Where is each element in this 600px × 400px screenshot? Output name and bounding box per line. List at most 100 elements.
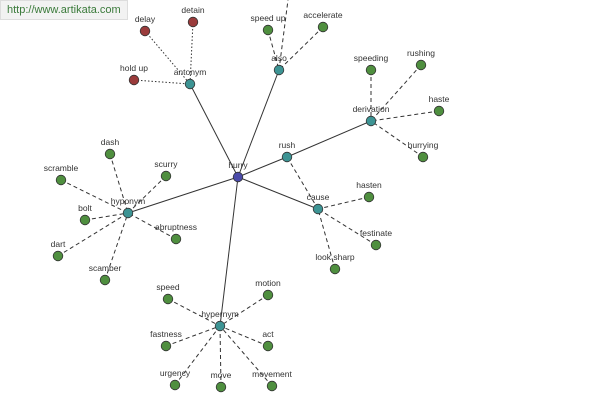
edge [286,120,372,158]
node [99,274,111,286]
edge [278,26,324,71]
node [214,320,226,332]
edge [133,79,191,85]
node [262,289,274,301]
node-label: hurrying [408,140,439,150]
edge [127,212,177,240]
edge [370,64,422,122]
edge [317,208,336,270]
edge [104,212,129,281]
node-label: hold up [120,63,148,73]
node [170,233,182,245]
node [266,380,278,392]
edge [189,83,239,178]
edge [219,325,269,347]
node [363,191,375,203]
node [139,25,151,37]
node-label: urgency [160,368,191,378]
node [262,340,274,352]
node [55,174,67,186]
edge [219,325,273,387]
edge [174,325,221,386]
node-label: festinate [360,228,392,238]
node-label: bolt [78,203,92,213]
node-label: motion [255,278,281,288]
watermark: http://www.artikata.com [0,0,128,20]
edge [237,176,319,210]
node-label: rush [279,140,296,150]
node [370,239,382,251]
node [169,379,181,391]
node-label: movement [252,369,292,379]
edge [317,196,370,210]
node [162,293,174,305]
node-label: hasten [356,180,382,190]
node-label: rushing [407,48,435,58]
edge [278,0,289,71]
node-label: accelerate [303,10,342,20]
node-label: hurry [228,160,248,170]
edge [57,212,129,257]
edges [57,21,440,388]
node [184,78,196,90]
node-label: hypernym [201,309,238,319]
edge [165,325,221,347]
node-label: speeding [354,53,389,63]
node-label: speed up [251,13,286,23]
node [417,151,429,163]
node-label: haste [429,94,450,104]
edge [237,69,280,178]
edge [370,110,440,122]
node-label: abruptness [155,222,197,232]
edge [144,30,191,85]
node-label: dash [101,137,120,147]
edge [127,176,239,214]
node [122,207,134,219]
edge [286,156,319,210]
edge [109,153,129,214]
edge [237,156,288,178]
edge [167,298,221,327]
node-label: scamber [89,263,122,273]
node-label: speed [156,282,179,292]
node [415,59,427,71]
node [329,263,341,275]
node-label: scramble [44,163,79,173]
node-label: also [271,53,287,63]
edge [84,212,129,221]
node [281,151,293,163]
node [433,105,445,117]
node [365,64,377,76]
node [104,148,116,160]
node-label: cause [307,192,330,202]
edge [219,325,222,388]
node [160,170,172,182]
edge [370,120,424,158]
node [232,171,244,183]
node [187,16,199,28]
node-label: fastness [150,329,182,339]
edge [219,294,269,327]
edge [60,179,129,214]
node [215,381,227,393]
node-label: dart [51,239,66,249]
node [365,115,377,127]
edge [219,176,239,327]
node-label: act [262,329,274,339]
node-label: hyponym [111,196,146,206]
node [312,203,324,215]
node [128,74,140,86]
node-label: antonym [174,67,207,77]
node [262,24,274,36]
node [79,214,91,226]
node-label: look sharp [315,252,354,262]
edge [127,175,167,214]
node-label: move [211,370,232,380]
node [160,340,172,352]
node-label: derivation [353,104,390,114]
node [317,21,329,33]
node [273,64,285,76]
node-label: delay [135,14,156,24]
